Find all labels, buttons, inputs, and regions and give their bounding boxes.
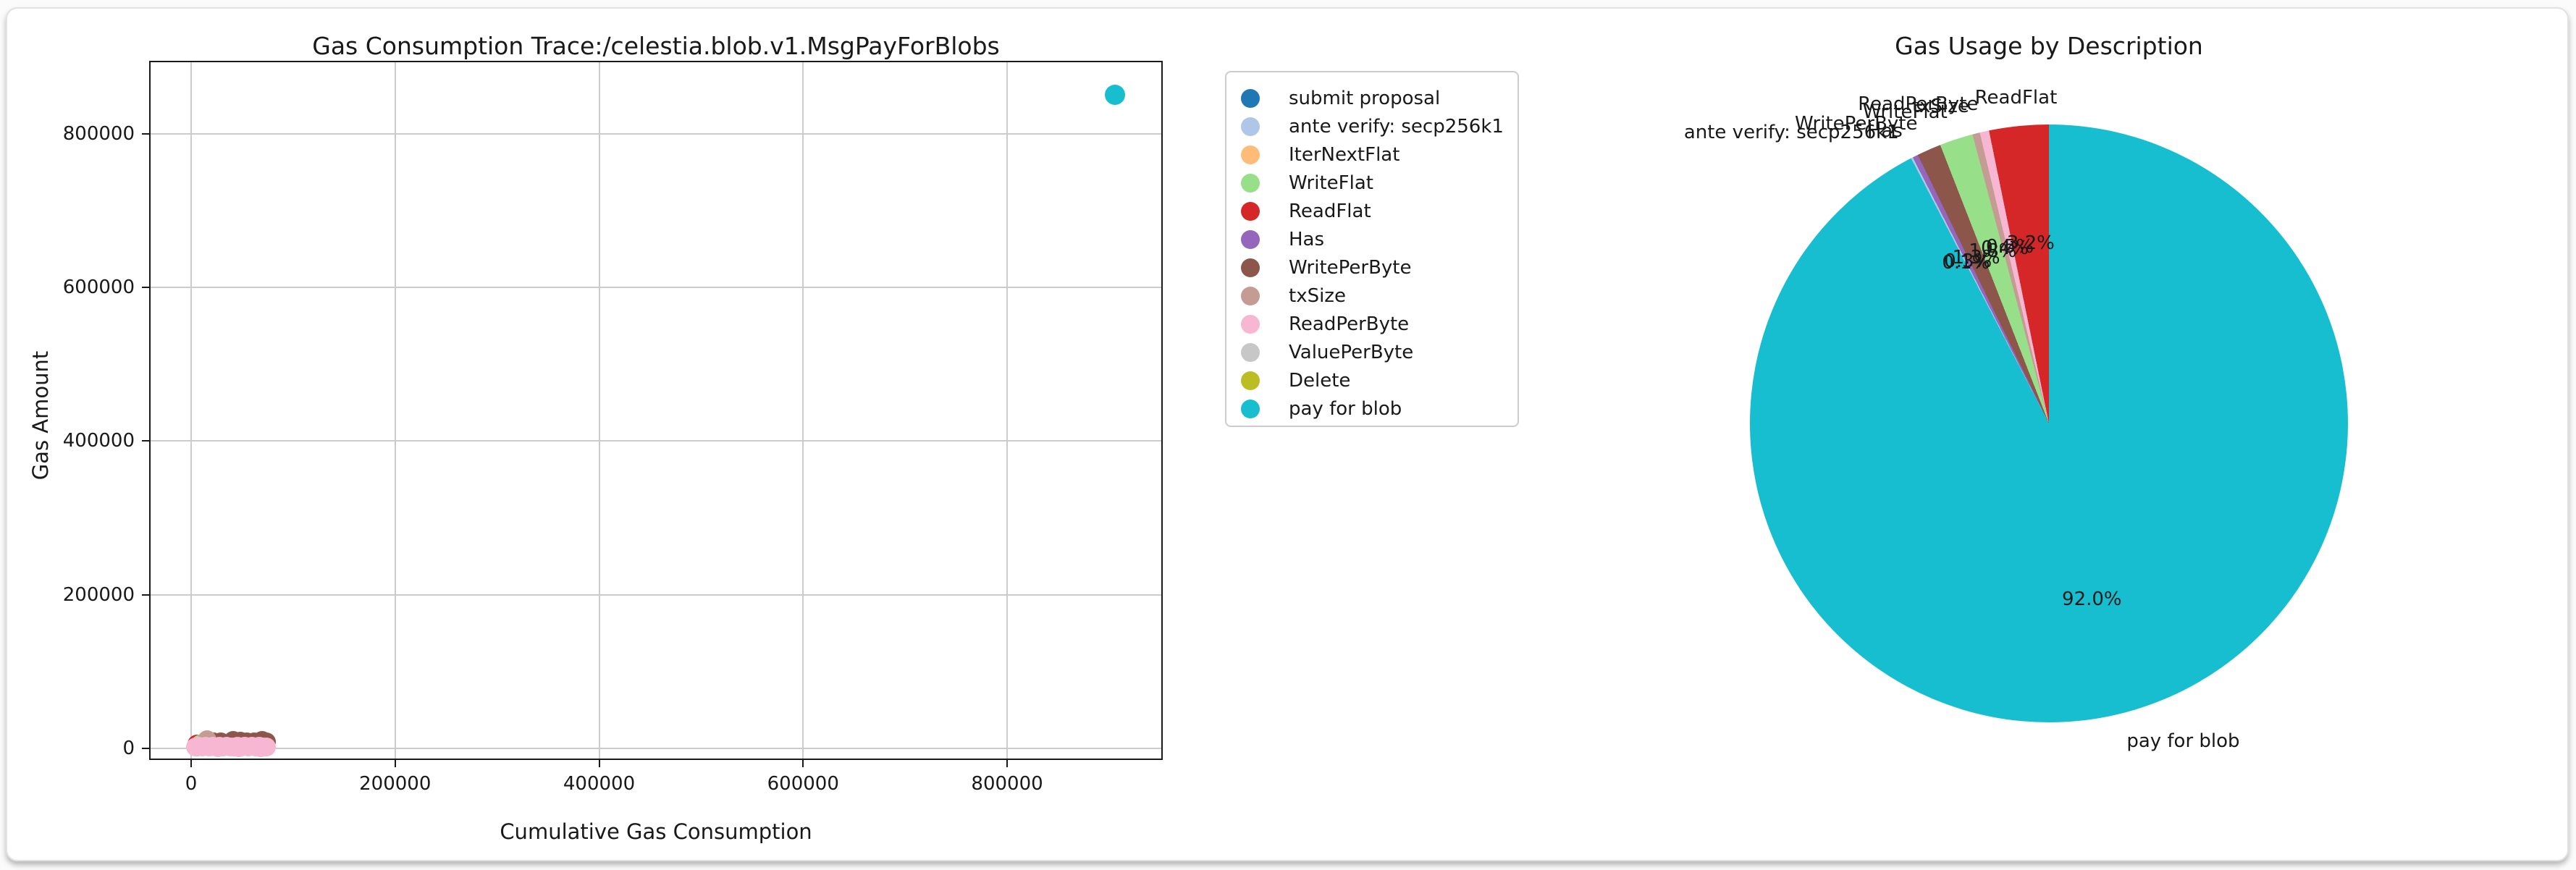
legend-label: ante verify: secp256k1 [1289, 116, 1504, 138]
legend-item: ante verify: secp256k1 [1241, 116, 1504, 138]
legend-label: ReadPerByte [1289, 313, 1410, 335]
y-gridline [151, 440, 1161, 442]
x-gridline [802, 62, 804, 759]
legend-swatch-icon [1241, 202, 1260, 221]
legend-swatch-icon [1241, 287, 1260, 305]
legend-label: txSize [1289, 285, 1346, 307]
y-gridline [151, 132, 1161, 135]
y-tickmark [142, 287, 149, 289]
legend-label: IterNextFlat [1289, 144, 1400, 166]
legend-swatch-icon [1241, 117, 1260, 136]
x-tickmark [598, 760, 600, 767]
x-gridline [1006, 62, 1009, 759]
y-tickmark [142, 594, 149, 596]
legend-label: pay for blob [1289, 398, 1402, 420]
legend-swatch-icon [1241, 343, 1260, 362]
y-tick-label: 200000 [62, 583, 135, 606]
scatter-plot-area [149, 61, 1163, 760]
x-tick-label: 600000 [767, 773, 839, 795]
legend-label: submit proposal [1289, 88, 1441, 109]
pie-percent-label: 92.0% [2062, 588, 2122, 610]
legend-item: Delete [1241, 370, 1503, 392]
y-tick-label: 800000 [62, 122, 135, 145]
y-tick-label: 600000 [62, 276, 135, 299]
matplotlib-figure: Gas Consumption Trace:/celestia.blob.v1.… [7, 9, 2567, 860]
y-gridline [151, 748, 1161, 749]
legend-item: ReadFlat [1241, 200, 1503, 222]
pie-slice-label: ante verify: secp256k1 [1683, 122, 1899, 144]
legend-swatch-icon [1241, 400, 1260, 418]
x-gridline [394, 62, 396, 759]
legend-label: Has [1289, 229, 1325, 250]
legend-item: WritePerByte [1241, 257, 1503, 279]
x-tickmark [802, 760, 804, 767]
x-gridline [598, 62, 600, 759]
pie-percent-label: 0.4% [1981, 237, 2029, 259]
pie-percent-label: 0.3% [1944, 250, 1992, 273]
legend-item: txSize [1241, 285, 1503, 307]
legend-item: ValuePerByte [1241, 342, 1503, 363]
legend-item: WriteFlat [1241, 172, 1503, 194]
pie-slice-label: ReadPerByte [1858, 93, 1979, 115]
scatter-point [256, 737, 276, 756]
legend-item: submit proposal [1241, 88, 1503, 109]
pie-slice-label: Has [1866, 119, 1903, 142]
legend-swatch-icon [1241, 315, 1260, 334]
legend-swatch-icon [1241, 258, 1260, 277]
pie-percent-label: 0.1% [1942, 251, 1990, 274]
legend-label: Delete [1289, 370, 1351, 392]
legend-swatch-icon [1241, 230, 1260, 249]
x-tickmark [190, 760, 192, 767]
chart-card: Gas Consumption Trace:/celestia.blob.v1.… [6, 7, 2569, 861]
y-tickmark [142, 440, 149, 442]
legend-label: WriteFlat [1289, 172, 1373, 194]
legend-swatch-icon [1241, 371, 1260, 390]
x-tick-label: 400000 [563, 773, 636, 795]
y-tickmark [142, 132, 149, 135]
x-tickmark [1006, 760, 1009, 767]
y-gridline [151, 594, 1161, 596]
pie-slice-label: pay for blob [2126, 730, 2240, 753]
pie-slice-label: ReadFlat [1974, 87, 2058, 109]
pie-title: Gas Usage by Description [1895, 32, 2203, 60]
pie-chart [1750, 124, 2348, 722]
pie-slice-label: WriteFlat [1862, 101, 1948, 124]
x-tick-label: 0 [185, 773, 198, 795]
scatter-title: Gas Consumption Trace:/celestia.blob.v1.… [312, 32, 1000, 60]
scatter-point [1105, 84, 1126, 105]
legend-swatch-icon [1241, 174, 1260, 193]
legend-label: ValuePerByte [1289, 342, 1414, 363]
legend-item: Has [1241, 229, 1503, 250]
legend-item: IterNextFlat [1241, 144, 1503, 166]
pie-percent-label: 0.5% [1985, 235, 2034, 258]
legend-label: WritePerByte [1289, 257, 1412, 279]
legend-label: ReadFlat [1289, 200, 1371, 222]
y-tick-label: 400000 [62, 430, 135, 452]
legend-item: pay for blob [1241, 398, 1503, 420]
pie-percent-label: 1.8% [1969, 240, 2017, 263]
pie-percent-label: 1.3% [1952, 247, 2000, 269]
legend-box: submit proposal ante verify: secp256k1 Ite… [1225, 71, 1519, 427]
x-tick-label: 200000 [359, 773, 432, 795]
y-gridline [151, 287, 1161, 289]
x-tick-label: 800000 [971, 773, 1043, 795]
scatter-yaxis-label: Gas Amount [28, 350, 53, 481]
y-tick-label: 0 [122, 738, 135, 759]
pie-slice-label: txSize [1911, 95, 1969, 117]
x-gridline [190, 62, 192, 759]
y-tickmark [142, 748, 149, 749]
pie-slice-label: WritePerByte [1795, 113, 1918, 135]
legend-swatch-icon [1241, 89, 1260, 108]
pie-percent-label: 3.2% [2006, 232, 2055, 255]
scatter-xaxis-label: Cumulative Gas Consumption [500, 819, 812, 844]
legend-item: ReadPerByte [1241, 313, 1503, 335]
legend-swatch-icon [1241, 145, 1260, 164]
x-tickmark [394, 760, 396, 767]
